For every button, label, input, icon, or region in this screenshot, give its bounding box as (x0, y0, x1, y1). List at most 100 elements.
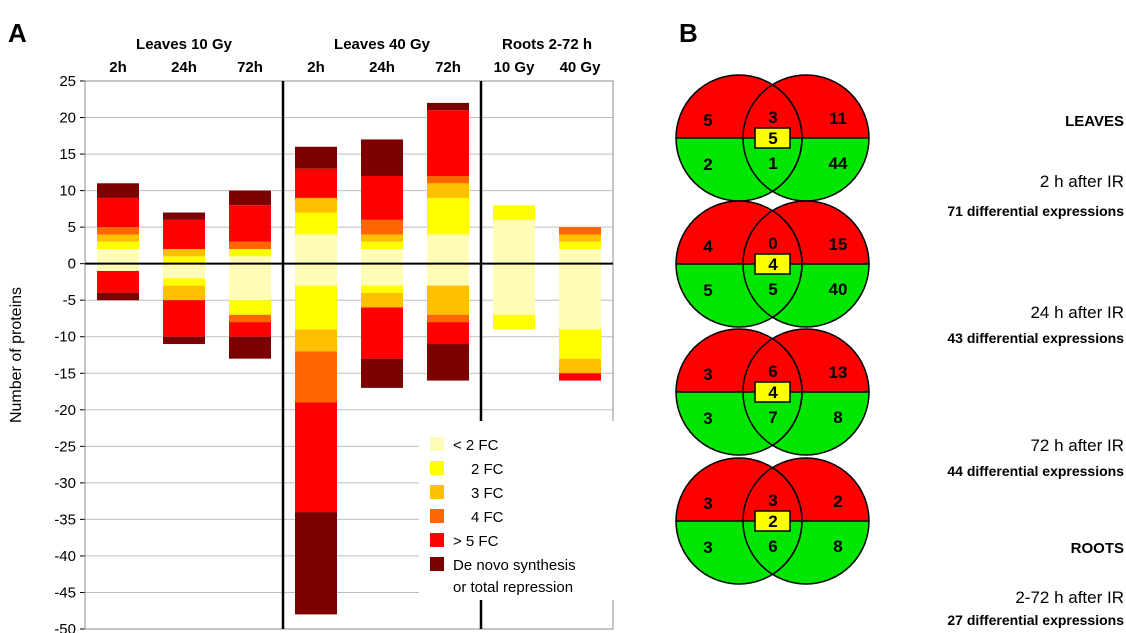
bar-segment-up (361, 175, 403, 220)
bar-segment-up (295, 168, 337, 198)
bar-segment-up (97, 183, 139, 198)
panel-b-label: B (679, 18, 698, 48)
bar-segment-up (493, 205, 535, 220)
bar-segment-up (427, 110, 469, 176)
venn-label: 27 differential expressions (947, 612, 1124, 628)
venn-down-half (743, 521, 869, 584)
bar-segment-up (97, 197, 139, 228)
y-tick-label: -25 (54, 438, 76, 455)
venn-left-down-count: 3 (703, 409, 712, 428)
bar-segment-down (427, 263, 469, 286)
venn-center-count: 2 (768, 512, 777, 531)
venn-up-half (743, 458, 869, 521)
bar-segment-down (559, 373, 601, 381)
venn-left-down-count: 2 (703, 155, 712, 174)
legend-label: > 5 FC (453, 533, 499, 550)
venn-diagram: 3 6 13 4 3 7 8 72 h after IR 44 differential exp… (675, 328, 1124, 479)
bar-segment-down (361, 285, 403, 293)
bar-segment-down (97, 292, 139, 301)
venn-overlap-up-count: 3 (768, 491, 777, 510)
legend: < 2 FC 2 FC 3 FC 4 FC > 5 FC De novo synthesi… (419, 421, 615, 600)
venn-diagram: 3 3 2 2 3 6 8 ROOTS 2-72 h after IR 27 differenti… (675, 457, 1124, 628)
group-label: Leaves 40 Gy (334, 36, 431, 53)
y-tick-label: 0 (68, 256, 76, 273)
bar-segment-up (97, 227, 139, 235)
venn-overlap-up-count: 6 (768, 362, 777, 381)
legend-background (419, 421, 615, 600)
category-label: 40 Gy (560, 59, 602, 76)
bar-segment-down (427, 314, 469, 323)
legend-label: or total repression (453, 579, 573, 596)
bar-segment-down (295, 263, 337, 286)
bar-segment-up (229, 249, 271, 257)
bar-segment-up (559, 227, 601, 235)
bar-segment-up (559, 241, 601, 250)
bar-segment-up (295, 197, 337, 213)
bar-segment-down (229, 300, 271, 315)
venn-left-down-count: 5 (703, 281, 712, 300)
bar-segment-up (229, 205, 271, 242)
venn-up-half (743, 75, 869, 138)
legend-label: < 2 FC (453, 437, 499, 454)
venn-right-down-count: 8 (833, 537, 842, 556)
venn-left-up-count: 4 (703, 237, 713, 256)
bar-segment-up (361, 249, 403, 264)
bar-segment-up (361, 139, 403, 176)
bar-segment-down (361, 307, 403, 359)
bar-segment-up (163, 256, 205, 264)
venn-circle-right (742, 328, 870, 456)
venn-overlap-down-count: 6 (768, 537, 777, 556)
venn-right-down-count: 40 (829, 280, 848, 299)
venn-down-half (743, 264, 869, 327)
y-tick-label: 10 (59, 183, 76, 200)
bar-segment-down (427, 322, 469, 345)
venn-label: ROOTS (1071, 540, 1124, 557)
venn-lens-edge (743, 75, 803, 201)
bar-segment-up (427, 197, 469, 235)
bar-segment-up (361, 219, 403, 235)
bar-segment-down (295, 402, 337, 513)
venn-center-count: 5 (768, 129, 777, 148)
venn-overlap-up-count: 0 (768, 234, 777, 253)
venn-label: 24 h after IR (1030, 303, 1124, 322)
legend-swatch (430, 437, 444, 451)
venn-circle-right (742, 457, 870, 585)
plot-frame (84, 80, 614, 630)
legend-label: 3 FC (471, 485, 504, 502)
venn-up-half (743, 329, 869, 392)
y-tick-label: -35 (54, 511, 76, 528)
bar-segment-up (163, 219, 205, 250)
legend-swatch (430, 461, 444, 475)
bar-segment-down (361, 263, 403, 286)
venn-label: 44 differential expressions (947, 463, 1124, 479)
bar-segment-up (97, 249, 139, 264)
category-label: 72h (237, 59, 263, 76)
y-axis-title: Number of proteins (8, 287, 25, 423)
bar-segment-up (163, 249, 205, 257)
y-tick-label: -20 (54, 402, 76, 419)
bar-segment-up (295, 234, 337, 264)
legend-label: 2 FC (471, 461, 504, 478)
category-label: 2h (307, 59, 325, 76)
bar-segment-up (427, 234, 469, 264)
bar-segment-down (229, 336, 271, 359)
bar-segment-down (559, 358, 601, 374)
y-tick-label: 25 (59, 73, 76, 90)
group-label: Roots 2-72 h (502, 36, 592, 53)
bar-segment-down (559, 329, 601, 359)
bar-segment-down (493, 314, 535, 330)
venn-center-box (754, 127, 791, 149)
bar-segment-down (229, 314, 271, 323)
legend-swatch (430, 509, 444, 523)
venn-down-half (743, 392, 869, 455)
venn-right-up-count: 15 (829, 235, 848, 254)
venn-left-up-count: 3 (703, 365, 712, 384)
bar-segment-up (559, 234, 601, 242)
bar-segment-down (295, 285, 337, 330)
venn-left-up-count: 3 (703, 494, 712, 513)
bar-segment-down (493, 263, 535, 315)
y-tick-label: 20 (59, 110, 76, 127)
bar-segment-up (427, 183, 469, 198)
